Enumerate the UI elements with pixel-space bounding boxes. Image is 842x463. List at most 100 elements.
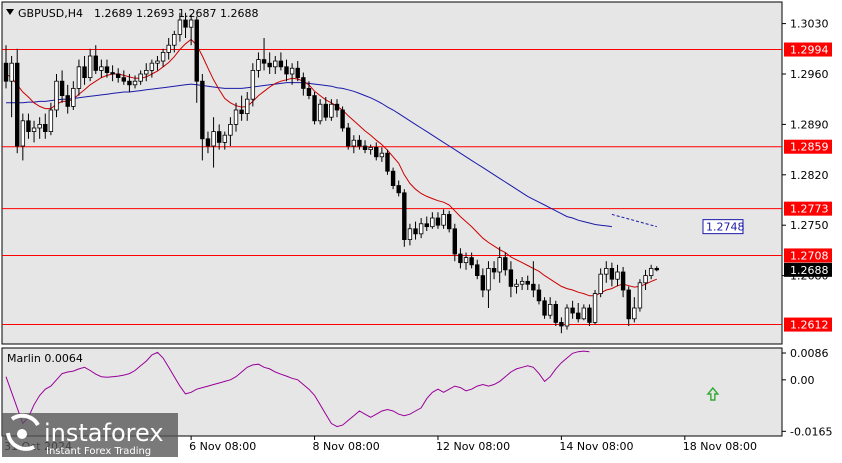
price-axis: 1.2994 1.2859 1.2773 1.2708 1.2612 1.3030 1.29… bbox=[782, 18, 832, 332]
candle-body bbox=[284, 66, 289, 75]
candle-body bbox=[317, 103, 323, 122]
candle-body bbox=[519, 280, 525, 285]
candle-body bbox=[531, 283, 536, 291]
level-label-bg bbox=[784, 317, 832, 332]
candle-body bbox=[239, 109, 244, 114]
candle-body bbox=[54, 80, 59, 111]
instaforex-logo: instaforex Instant Forex Trading bbox=[2, 413, 178, 457]
candle-body bbox=[604, 267, 609, 275]
candle-body bbox=[525, 280, 530, 285]
candle-body bbox=[26, 120, 31, 133]
time-tick-label: 12 Nov 08:00 bbox=[436, 440, 510, 453]
current-price-bg bbox=[784, 262, 832, 277]
candle-body bbox=[514, 283, 519, 287]
candle-body bbox=[48, 109, 54, 133]
candle-body bbox=[177, 19, 183, 35]
candle-body bbox=[351, 139, 357, 147]
candle-body bbox=[37, 124, 42, 129]
oscillator-axis: 0.0086 0.00 -0.0165 bbox=[782, 347, 832, 438]
candle-body bbox=[9, 62, 14, 82]
candle-body bbox=[312, 95, 317, 122]
candle-body bbox=[59, 80, 65, 96]
candle-body bbox=[491, 267, 497, 273]
candle-body bbox=[547, 303, 553, 316]
candle-body bbox=[256, 59, 261, 71]
candle-body bbox=[592, 293, 598, 323]
price-tick-label: 1.2890 bbox=[790, 118, 829, 131]
candle-body bbox=[637, 282, 643, 309]
candle-body bbox=[233, 109, 239, 125]
time-tick-label: 6 Nov 08:00 bbox=[189, 440, 256, 453]
candle-body bbox=[160, 52, 166, 62]
level-label: 1.2859 bbox=[790, 141, 829, 154]
candle-body bbox=[598, 273, 603, 295]
candle-body bbox=[71, 88, 76, 107]
candle-body bbox=[620, 271, 626, 291]
candle-body bbox=[15, 62, 20, 147]
candle-body bbox=[200, 80, 205, 140]
candle-body bbox=[435, 217, 441, 226]
candle-body bbox=[99, 66, 104, 71]
candle-body bbox=[65, 95, 70, 107]
candle-body bbox=[166, 44, 171, 53]
oscillator-line bbox=[5, 350, 590, 428]
candle-body bbox=[508, 269, 514, 287]
osc-tick-label: 0.0086 bbox=[790, 347, 829, 360]
candle-body bbox=[564, 307, 570, 327]
candle-body bbox=[559, 321, 564, 327]
candle-body bbox=[553, 303, 558, 323]
candle-body bbox=[3, 62, 9, 82]
candle-body bbox=[334, 103, 340, 111]
candle-body bbox=[43, 124, 48, 133]
logo-brand-text: instaforex bbox=[44, 419, 164, 447]
price-tick-label: 1.2750 bbox=[790, 219, 829, 232]
candle-body bbox=[116, 73, 121, 78]
candle-body bbox=[418, 223, 424, 235]
candle-body bbox=[172, 34, 177, 46]
levels-layer bbox=[2, 49, 782, 326]
up-arrow-icon bbox=[706, 386, 720, 401]
candle-body bbox=[503, 257, 508, 271]
candle-body bbox=[194, 19, 199, 82]
candle-body bbox=[497, 257, 502, 273]
candle-body bbox=[82, 66, 87, 79]
candle-body bbox=[368, 147, 373, 151]
candle-body bbox=[31, 127, 37, 132]
ohlc-readout: 1.2689 1.2693 1.2687 1.2688 bbox=[94, 7, 258, 20]
oscillator-layer bbox=[5, 350, 720, 428]
candle-body bbox=[469, 257, 474, 266]
price-tick-label: 1.3030 bbox=[790, 18, 829, 31]
candle-body bbox=[110, 72, 115, 75]
candle-body bbox=[188, 19, 194, 28]
candle-body bbox=[346, 127, 351, 147]
candle-body bbox=[211, 131, 216, 147]
symbol-dropdown-icon[interactable] bbox=[6, 9, 14, 15]
osc-tick-label: 0.00 bbox=[790, 374, 815, 387]
candle-body bbox=[183, 19, 188, 28]
level-label: 1.2994 bbox=[790, 44, 829, 57]
candle-body bbox=[20, 120, 26, 147]
candle-body bbox=[138, 73, 143, 82]
candle-body bbox=[121, 77, 127, 82]
candle-body bbox=[581, 307, 587, 320]
candle-body bbox=[463, 257, 469, 264]
candle-body bbox=[222, 134, 227, 143]
candle-body bbox=[104, 66, 110, 73]
candles-layer bbox=[3, 12, 659, 334]
candle-body bbox=[654, 267, 659, 271]
candle-body bbox=[323, 103, 328, 118]
candle-body bbox=[205, 138, 211, 147]
candle-body bbox=[228, 124, 233, 136]
level-label: 1.2612 bbox=[790, 319, 829, 332]
candle-body bbox=[155, 60, 160, 64]
candle-body bbox=[340, 109, 345, 129]
candle-body bbox=[132, 80, 138, 86]
candle-body bbox=[306, 88, 312, 97]
candle-body bbox=[278, 60, 284, 68]
level-label: 1.2773 bbox=[790, 203, 829, 216]
candle-body bbox=[576, 312, 581, 320]
candle-body bbox=[643, 275, 648, 284]
candle-body bbox=[407, 228, 413, 241]
level-label-bg bbox=[784, 139, 832, 154]
